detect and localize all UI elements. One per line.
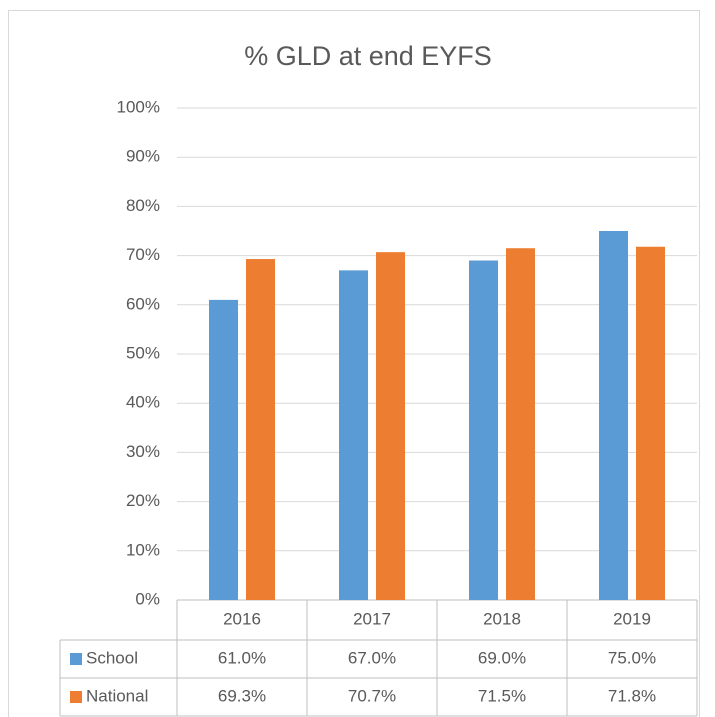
table-value: 71.8% bbox=[608, 686, 656, 705]
bar bbox=[506, 248, 535, 600]
table-value: 69.0% bbox=[478, 648, 526, 667]
y-tick-label: 100% bbox=[117, 97, 160, 116]
bar bbox=[246, 259, 275, 600]
y-tick-label: 10% bbox=[126, 540, 160, 559]
chart-title: % GLD at end EYFS bbox=[244, 41, 492, 71]
legend-swatch bbox=[70, 653, 82, 665]
table-value: 69.3% bbox=[218, 686, 266, 705]
table-value: 67.0% bbox=[348, 648, 396, 667]
table-value: 75.0% bbox=[608, 648, 656, 667]
y-tick-label: 30% bbox=[126, 442, 160, 461]
x-tick-label: 2016 bbox=[223, 609, 261, 628]
legend-label: School bbox=[86, 648, 138, 667]
y-tick-label: 90% bbox=[126, 147, 160, 166]
y-tick-label: 70% bbox=[126, 245, 160, 264]
y-tick-label: 0% bbox=[135, 589, 160, 608]
legend-label: National bbox=[86, 686, 148, 705]
legend-swatch bbox=[70, 691, 82, 703]
x-tick-label: 2018 bbox=[483, 609, 521, 628]
x-tick-label: 2019 bbox=[613, 609, 651, 628]
y-tick-label: 40% bbox=[126, 393, 160, 412]
bar bbox=[209, 299, 238, 600]
bar bbox=[376, 252, 405, 600]
bar bbox=[339, 270, 368, 600]
x-tick-label: 2017 bbox=[353, 609, 391, 628]
table-value: 70.7% bbox=[348, 686, 396, 705]
y-tick-label: 80% bbox=[126, 196, 160, 215]
bar bbox=[599, 231, 628, 600]
bar bbox=[469, 260, 498, 600]
bar bbox=[636, 246, 665, 600]
y-tick-label: 60% bbox=[126, 294, 160, 313]
table-value: 71.5% bbox=[478, 686, 526, 705]
y-tick-label: 20% bbox=[126, 491, 160, 510]
y-tick-label: 50% bbox=[126, 343, 160, 362]
table-value: 61.0% bbox=[218, 648, 266, 667]
